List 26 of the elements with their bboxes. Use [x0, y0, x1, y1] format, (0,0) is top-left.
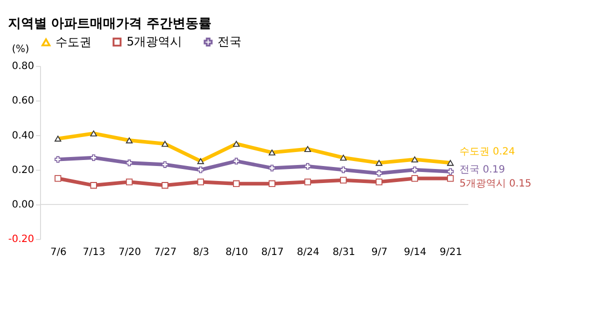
- legend-label: 수도권: [56, 34, 92, 49]
- x-tick-label: 7/13: [82, 246, 106, 258]
- x-tick-label: 8/10: [226, 246, 248, 258]
- annotation: 5개광역시 0.15: [460, 178, 532, 190]
- x-tick-label: 8/17: [261, 246, 284, 258]
- x-tick-label: 8/3: [193, 246, 210, 258]
- legend-label: 5개광역시: [126, 34, 182, 49]
- y-tick-label: 0.20: [12, 164, 34, 176]
- x-tick-label: 9/7: [371, 246, 388, 258]
- y-tick-label: 0.40: [12, 130, 34, 142]
- y-tick-label: 0.00: [12, 200, 34, 211]
- y-tick-label: 0.80: [12, 61, 34, 72]
- x-tick-label: 9/21: [440, 246, 462, 258]
- x-tick-label: 7/6: [50, 246, 66, 258]
- annotation: 전국 0.19: [460, 164, 505, 176]
- annotation: 수도권 0.24: [460, 146, 515, 158]
- x-tick-label: 8/31: [332, 246, 356, 258]
- y-axis-title: (%): [12, 44, 30, 55]
- y-tick-label: -0.20: [8, 234, 34, 246]
- x-tick-label: 9/14: [404, 246, 426, 258]
- y-tick-label: 0.60: [12, 96, 34, 107]
- x-tick-label: 7/27: [154, 246, 177, 258]
- x-tick-label: 7/20: [118, 246, 141, 258]
- legend-label: 전국: [218, 34, 242, 49]
- x-tick-label: 8/24: [296, 246, 320, 258]
- chart-title: 지역별 아파트매매가격 주간변동률: [8, 16, 212, 32]
